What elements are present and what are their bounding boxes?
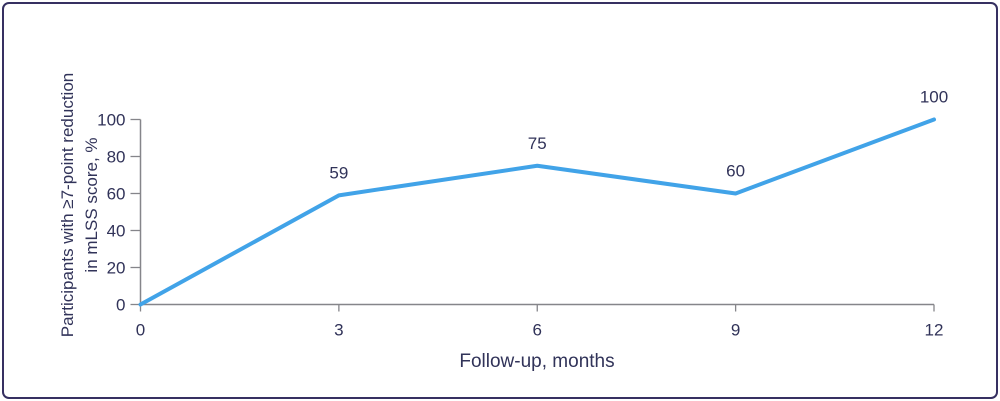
y-tick-label: 0 [116, 296, 125, 315]
y-tick-label: 20 [107, 259, 126, 278]
y-tick-label: 60 [107, 185, 126, 204]
data-point-label: 75 [528, 134, 547, 153]
y-tick-label: 40 [107, 222, 126, 241]
data-point-label: 59 [329, 163, 348, 182]
x-tick-label: 12 [925, 321, 944, 340]
data-point-labels: 59 75 60 100 [329, 88, 948, 183]
axes: 0 3 6 9 12 0 20 40 60 80 100 [97, 111, 943, 340]
x-tick-label: 0 [136, 321, 145, 340]
y-axis-title-line2: in mLSS score, % [82, 137, 101, 272]
x-tick-label: 6 [533, 321, 542, 340]
data-point-label: 100 [920, 88, 948, 107]
trend-line [138, 117, 936, 307]
x-axis-title: Follow-up, months [459, 351, 614, 372]
y-tick-label: 80 [107, 148, 126, 167]
y-axis-title-line1: Participants with ≥7-point reduction [58, 73, 77, 337]
y-tick-label: 100 [97, 111, 125, 130]
data-point-label: 60 [726, 162, 745, 181]
x-tick-label: 3 [334, 321, 343, 340]
mlss-line-series [138, 117, 936, 307]
x-tick-label: 9 [731, 321, 740, 340]
